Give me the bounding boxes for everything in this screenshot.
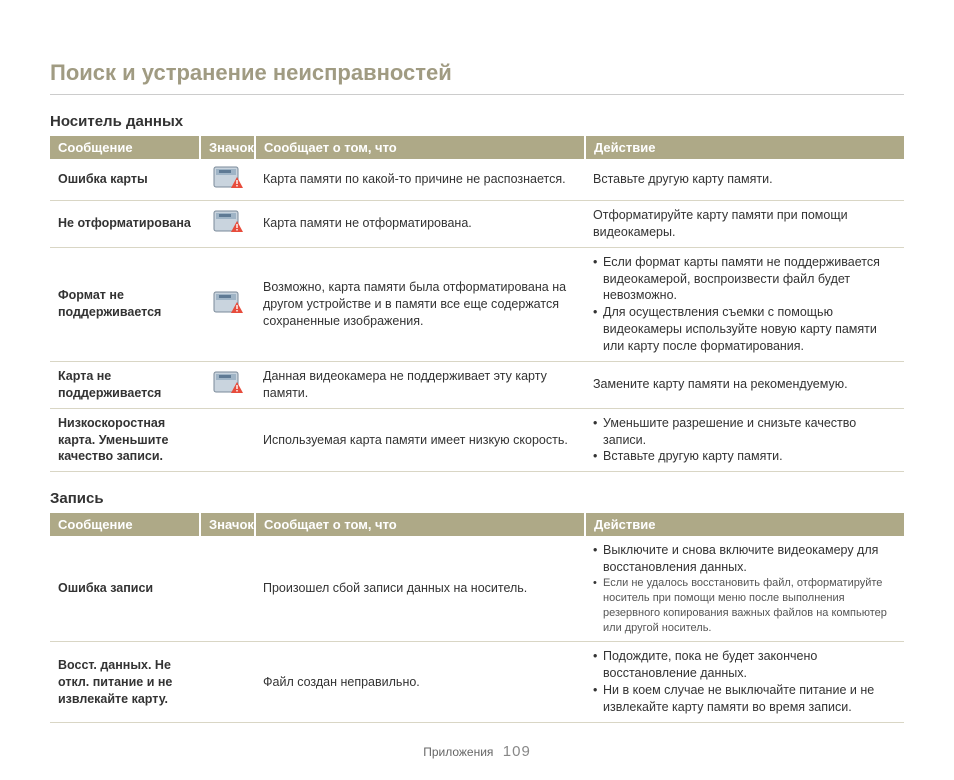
- icon-cell: [200, 159, 255, 200]
- section-title: Носитель данных: [50, 113, 904, 130]
- column-header: Сообщает о том, что: [255, 513, 585, 536]
- action-cell: Замените карту памяти на рекомендуемую.: [585, 361, 904, 408]
- about-cell: Карта памяти по какой-то причине не расп…: [255, 159, 585, 200]
- action-cell: Отформатируйте карту памяти при помощи в…: [585, 200, 904, 247]
- action-cell: Вставьте другую карту памяти.: [585, 159, 904, 200]
- page-number: 109: [503, 743, 531, 760]
- troubleshoot-table: СообщениеЗначокСообщает о том, чтоДейств…: [50, 136, 904, 472]
- action-item: Ни в коем случае не выключайте питание и…: [593, 682, 896, 716]
- card-warning-icon: [213, 290, 243, 314]
- card-warning-icon: [213, 209, 243, 233]
- table-row: Низкоскоростная карта. Уменьшите качеств…: [50, 408, 904, 472]
- icon-cell: [200, 642, 255, 723]
- about-cell: Возможно, карта памяти была отформатиров…: [255, 247, 585, 361]
- icon-cell: [200, 408, 255, 472]
- message-cell: Формат не поддерживается: [50, 247, 200, 361]
- action-item: Уменьшите разрешение и снизьте качество …: [593, 415, 896, 449]
- action-item: Если формат карты памяти не поддерживает…: [593, 254, 896, 305]
- message-cell: Низкоскоростная карта. Уменьшите качеств…: [50, 408, 200, 472]
- about-cell: Файл создан неправильно.: [255, 642, 585, 723]
- icon-cell: [200, 247, 255, 361]
- about-cell: Используемая карта памяти имеет низкую с…: [255, 408, 585, 472]
- table-row: Восст. данных. Не откл. питание и не изв…: [50, 642, 904, 723]
- column-header: Сообщение: [50, 136, 200, 159]
- column-header: Значок: [200, 513, 255, 536]
- action-cell: Подождите, пока не будет закончено восст…: [585, 642, 904, 723]
- action-item: Для осуществления съемки с помощью видео…: [593, 304, 896, 355]
- page-title: Поиск и устранение неисправностей: [50, 60, 904, 95]
- message-cell: Восст. данных. Не откл. питание и не изв…: [50, 642, 200, 723]
- footer-label: Приложения: [423, 745, 493, 759]
- table-row: Формат не поддерживается Возможно, карта…: [50, 247, 904, 361]
- section-title: Запись: [50, 490, 904, 507]
- message-cell: Ошибка записи: [50, 536, 200, 642]
- action-cell: Если формат карты памяти не поддерживает…: [585, 247, 904, 361]
- about-cell: Произошел сбой записи данных на носитель…: [255, 536, 585, 642]
- column-header: Действие: [585, 136, 904, 159]
- table-row: Ошибка записи Произошел сбой записи данны…: [50, 536, 904, 642]
- action-cell: Выключите и снова включите видеокамеру д…: [585, 536, 904, 642]
- page-footer: Приложения 109: [50, 743, 904, 760]
- action-item: Подождите, пока не будет закончено восст…: [593, 648, 896, 682]
- column-header: Значок: [200, 136, 255, 159]
- action-item: Выключите и снова включите видеокамеру д…: [593, 542, 896, 576]
- icon-cell: [200, 361, 255, 408]
- message-cell: Не отформатирована: [50, 200, 200, 247]
- table-row: Карта не поддерживается Данная видеокаме…: [50, 361, 904, 408]
- icon-cell: [200, 200, 255, 247]
- card-warning-icon: [213, 165, 243, 189]
- column-header: Действие: [585, 513, 904, 536]
- card-warning-icon: [213, 370, 243, 394]
- table-row: Ошибка карты Карта памяти по какой-то пр…: [50, 159, 904, 200]
- column-header: Сообщение: [50, 513, 200, 536]
- action-item: Если не удалось восстановить файл, отфор…: [593, 576, 896, 635]
- troubleshoot-table: СообщениеЗначокСообщает о том, чтоДейств…: [50, 513, 904, 723]
- table-row: Не отформатирована Карта памяти не отфор…: [50, 200, 904, 247]
- column-header: Сообщает о том, что: [255, 136, 585, 159]
- about-cell: Данная видеокамера не поддерживает эту к…: [255, 361, 585, 408]
- message-cell: Ошибка карты: [50, 159, 200, 200]
- about-cell: Карта памяти не отформатирована.: [255, 200, 585, 247]
- action-item: Вставьте другую карту памяти.: [593, 448, 896, 465]
- icon-cell: [200, 536, 255, 642]
- action-cell: Уменьшите разрешение и снизьте качество …: [585, 408, 904, 472]
- message-cell: Карта не поддерживается: [50, 361, 200, 408]
